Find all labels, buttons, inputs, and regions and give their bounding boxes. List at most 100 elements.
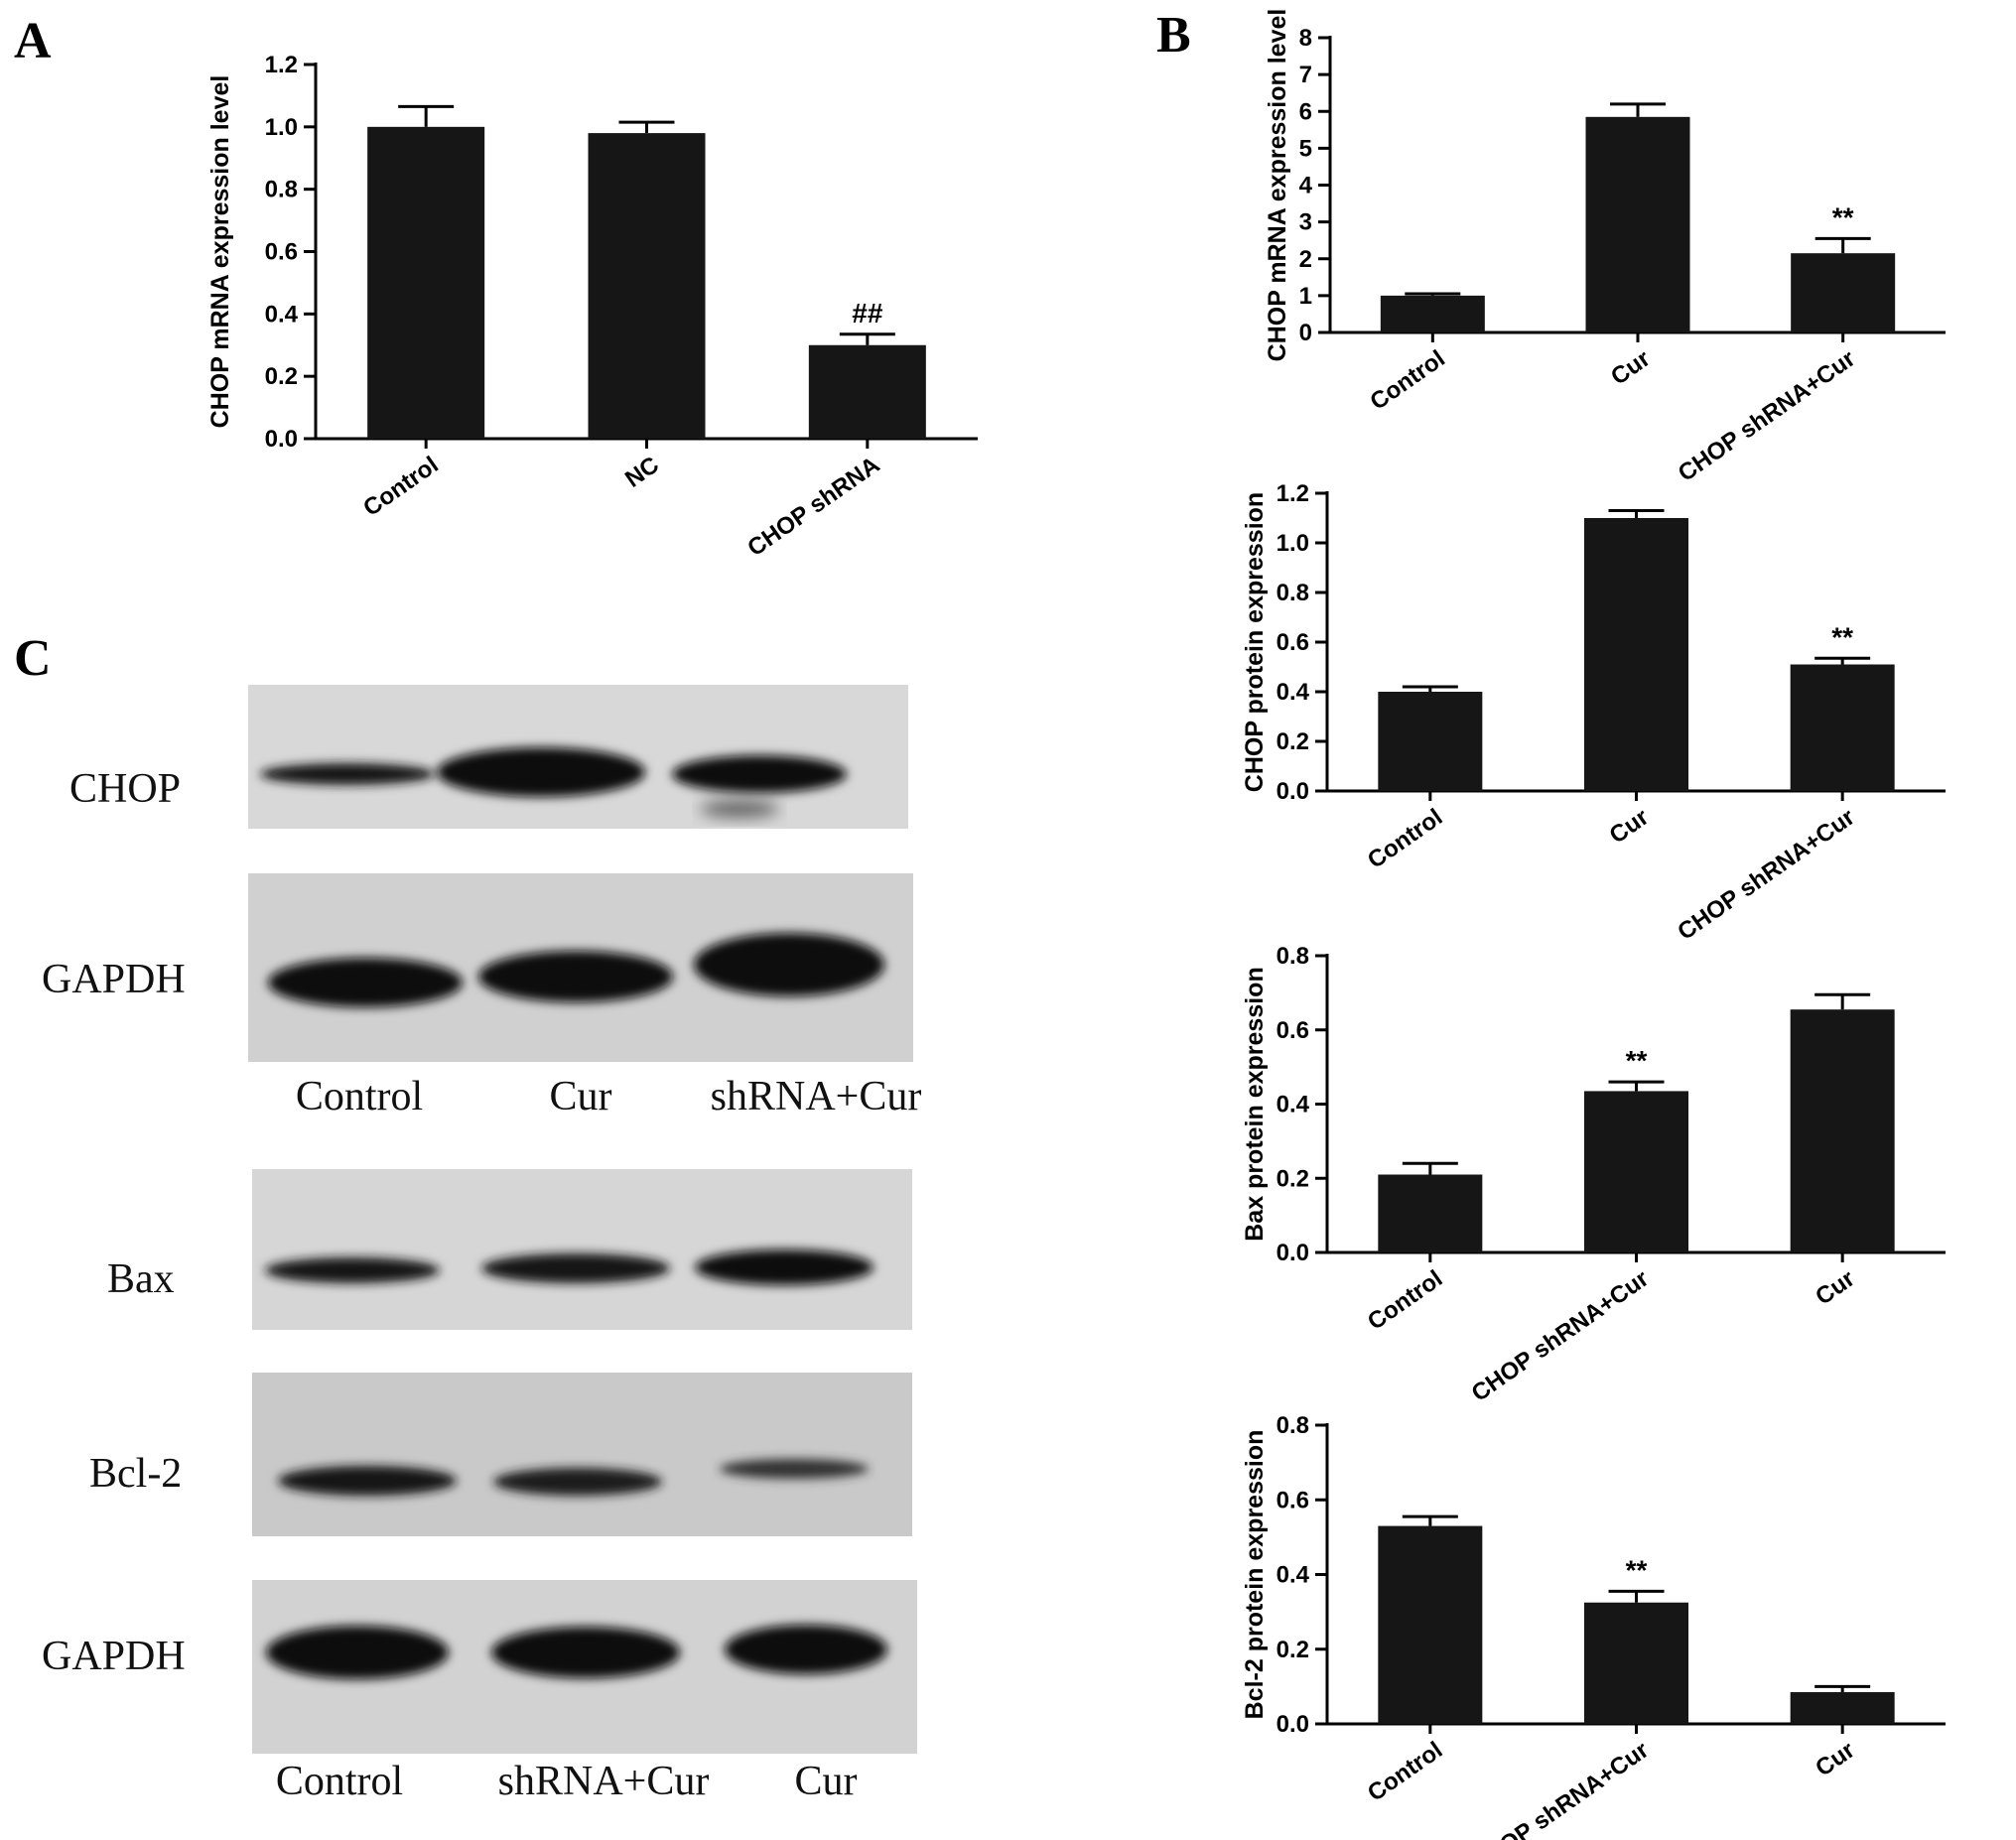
y-tick-label: 0 <box>1299 320 1312 346</box>
lane-label-1-shrna-cur: shRNA+Cur <box>711 1074 922 1119</box>
y-tick-label: 8 <box>1299 25 1312 52</box>
bar <box>1584 518 1688 791</box>
bar <box>1584 1091 1688 1252</box>
bar <box>1584 1602 1688 1724</box>
y-tick-label: 1.0 <box>265 114 298 141</box>
y-tick-label: 1.0 <box>1277 530 1309 557</box>
lane-label-1-control: Control <box>296 1074 423 1119</box>
category-label: CHOP shRNA+Cur <box>1673 804 1859 946</box>
lane-label-2-cur: Cur <box>795 1759 858 1804</box>
y-axis-label: Bax protein expression <box>1241 967 1269 1241</box>
y-axis-label: CHOP protein expression <box>1241 492 1269 792</box>
bar <box>808 344 926 439</box>
y-tick-label: 0.6 <box>1277 1017 1309 1044</box>
category-label: CHOP shRNA+Cur <box>1674 345 1860 487</box>
significance-marker: ** <box>1832 201 1854 232</box>
y-tick-label: 0.6 <box>1277 629 1309 656</box>
bar <box>1791 253 1896 332</box>
y-tick-label: 0.8 <box>1277 1412 1309 1439</box>
y-tick-label: 1.2 <box>1277 480 1309 507</box>
category-label: Control <box>1363 1737 1447 1807</box>
panel-letter-c: C <box>14 630 52 687</box>
y-tick-label: 4 <box>1299 173 1313 199</box>
y-tick-label: 5 <box>1299 135 1312 162</box>
category-label: Cur <box>1811 1737 1859 1782</box>
category-label: Cur <box>1605 804 1654 850</box>
blot-row-label-chop: CHOP <box>69 766 181 812</box>
category-label: Cur <box>1606 345 1655 391</box>
category-label: Cur <box>1811 1265 1859 1311</box>
blot-group-1: CHOP GAPDH Control Cur shRNA+Cur <box>42 685 921 1119</box>
category-label: CHOP shRNA <box>742 452 884 562</box>
y-tick-label: 0.2 <box>1277 1637 1309 1663</box>
significance-marker: ** <box>1626 1045 1648 1076</box>
y-axis-label: CHOP mRNA expression level <box>206 75 234 429</box>
y-tick-label: 0.0 <box>1277 778 1309 805</box>
y-tick-label: 3 <box>1299 209 1312 236</box>
chart-b-bcl2-protein: 0.0 0.2 0.4 0.6 0.8 Bcl-2 protein expression C… <box>1241 1412 1946 1840</box>
bar <box>1585 116 1690 332</box>
blot-membrane-bax <box>252 1169 912 1330</box>
chart-b-chop-mrna: 0 1 2 3 4 5 6 7 8 CHOP mRNA expression level Contr… <box>1264 9 1946 487</box>
bar <box>1790 1692 1895 1724</box>
category-label: NC <box>620 452 664 493</box>
y-tick-label: 0.4 <box>1277 1562 1310 1589</box>
y-tick-label: 0.6 <box>265 239 298 266</box>
lane-label-2-control: Control <box>276 1759 403 1804</box>
y-tick-label: 1 <box>1299 283 1312 310</box>
bar <box>367 126 485 439</box>
y-tick-label: 0.8 <box>1277 580 1309 606</box>
blot-row-label-gapdh-2: GAPDH <box>42 1634 186 1679</box>
category-label: Control <box>1363 804 1447 874</box>
blot-membrane-gapdh-2 <box>252 1580 917 1754</box>
bar <box>1378 692 1483 791</box>
chart-b-bax-protein: 0.0 0.2 0.4 0.6 0.8 Bax protein expression Con… <box>1241 943 1946 1407</box>
category-label: Control <box>358 452 443 522</box>
y-tick-label: 0.6 <box>1277 1487 1309 1513</box>
category-label: Control <box>1365 345 1449 416</box>
y-tick-label: 0.8 <box>1277 943 1309 970</box>
y-tick-label: 1.2 <box>265 52 298 78</box>
category-label: Control <box>1363 1265 1447 1336</box>
y-tick-label: 0.4 <box>265 301 299 328</box>
bar <box>1380 295 1485 332</box>
bar <box>1790 1009 1895 1252</box>
chart-a: 0.0 0.2 0.4 0.6 0.8 1.0 1.2 CHOP mRNA expressio… <box>206 52 978 562</box>
y-tick-label: 7 <box>1299 62 1312 88</box>
y-tick-label: 0.4 <box>1277 1092 1310 1118</box>
y-axis-label: CHOP mRNA expression level <box>1264 9 1291 362</box>
lane-label-2-shrna-cur: shRNA+Cur <box>498 1759 710 1804</box>
y-tick-label: 0.0 <box>1277 1240 1309 1266</box>
panel-letter-b: B <box>1156 7 1191 64</box>
y-tick-label: 0.4 <box>1277 679 1310 706</box>
y-tick-label: 6 <box>1299 98 1312 125</box>
y-tick-label: 0.2 <box>265 363 298 390</box>
category-label: CHOP shRNA+Cur <box>1467 1265 1654 1407</box>
chart-b-chop-protein: 0.0 0.2 0.4 0.6 0.8 1.0 1.2 CHOP protein expres… <box>1241 480 1946 946</box>
bar <box>1790 664 1895 791</box>
bar <box>1378 1174 1483 1252</box>
blot-membrane-bcl2 <box>252 1373 912 1536</box>
blot-row-label-bcl2: Bcl-2 <box>89 1451 182 1497</box>
y-tick-label: 0.0 <box>265 426 298 453</box>
blot-membrane-chop <box>248 685 908 829</box>
significance-marker: ## <box>852 298 883 329</box>
blot-membrane-gapdh-1 <box>248 873 913 1062</box>
y-axis-label: Bcl-2 protein expression <box>1241 1430 1269 1720</box>
significance-marker: ** <box>1831 621 1853 652</box>
significance-marker: ** <box>1626 1554 1648 1585</box>
y-tick-label: 0.0 <box>1277 1711 1309 1738</box>
y-tick-label: 0.2 <box>1277 728 1309 755</box>
blot-row-label-gapdh-1: GAPDH <box>42 957 186 1002</box>
category-label: CHOP shRNA+Cur <box>1467 1737 1654 1840</box>
y-tick-label: 2 <box>1299 246 1312 273</box>
y-tick-label: 0.8 <box>265 177 298 203</box>
blot-group-2: Bax Bcl-2 GAPDH Control shRNA+Cur Cur <box>42 1169 917 1804</box>
lane-label-1-cur: Cur <box>550 1074 612 1119</box>
panel-letter-a: A <box>14 13 52 69</box>
bar <box>1378 1525 1483 1724</box>
blot-row-label-bax: Bax <box>107 1256 175 1302</box>
bar <box>588 133 706 439</box>
y-tick-label: 0.2 <box>1277 1165 1309 1192</box>
